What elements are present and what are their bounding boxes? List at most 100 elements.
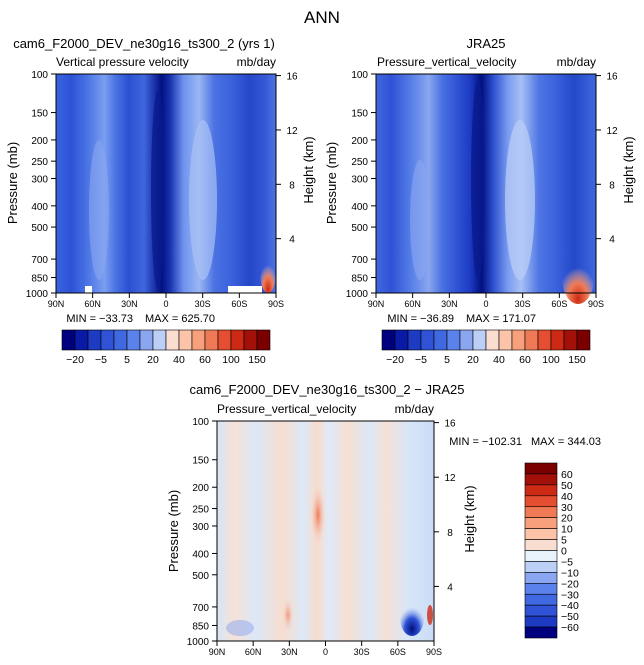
colorbar-label: 0 bbox=[561, 546, 567, 558]
panel-title: cam6_F2000_DEV_ne30g16_ts300_2 (yrs 1) bbox=[13, 36, 275, 51]
x-tick-label: 30S bbox=[195, 299, 211, 309]
colorbar-label: −30 bbox=[561, 589, 579, 601]
x-tick-label: 30S bbox=[354, 647, 370, 657]
min-stat: MIN = −36.89 bbox=[387, 313, 454, 325]
y-tick-label: 150 bbox=[192, 456, 209, 467]
colorbar-label: 150 bbox=[568, 354, 586, 366]
y-tick-label: 500 bbox=[351, 223, 368, 234]
panel-subtitle-left: Vertical pressure velocity bbox=[56, 55, 189, 69]
contour-field bbox=[376, 74, 596, 293]
colorbar-label: 20 bbox=[561, 513, 573, 525]
contour-cold-spot bbox=[400, 600, 424, 636]
contour-light-band bbox=[89, 140, 109, 280]
y2-tick-label: 16 bbox=[286, 72, 298, 83]
y-axis: 100 150 200 250 300 400 500 700 850 1000 bbox=[187, 417, 217, 648]
colorbar-label: −50 bbox=[561, 611, 579, 623]
colorbar-label: −20 bbox=[66, 354, 84, 366]
panel-subtitle-right: mb/day bbox=[395, 402, 434, 416]
panel-subtitle-right: mb/day bbox=[237, 55, 276, 69]
x-tick-label: 60S bbox=[551, 299, 567, 309]
colorbar-label: −40 bbox=[561, 600, 579, 612]
x-tick-label: 60S bbox=[390, 647, 406, 657]
colorbar-swatch bbox=[485, 329, 500, 351]
colorbar-swatch bbox=[459, 329, 474, 351]
colorbar-label: 5 bbox=[444, 354, 450, 366]
colorbar-label: 60 bbox=[199, 354, 211, 366]
x-tick-label: 90S bbox=[268, 299, 284, 309]
colorbar-swatch bbox=[152, 329, 167, 351]
y-tick-label: 100 bbox=[351, 70, 368, 81]
x-tick-label: 60N bbox=[404, 299, 421, 309]
reference-panel: JRA25 Pressure_vertical_velocity mb/day … bbox=[324, 36, 636, 366]
y-tick-label: 300 bbox=[31, 174, 48, 185]
x-tick-label: 60S bbox=[231, 299, 247, 309]
y-tick-label: 150 bbox=[31, 109, 48, 120]
x-tick-label: 60N bbox=[84, 299, 101, 309]
colorbar-label: 40 bbox=[173, 354, 185, 366]
y-tick-label: 400 bbox=[31, 202, 48, 213]
y-axis-label: Pressure (mb) bbox=[166, 490, 181, 572]
contour-core bbox=[151, 90, 165, 290]
y2-tick-label: 8 bbox=[289, 180, 295, 191]
x-tick-label: 60N bbox=[245, 647, 262, 657]
colorbar-swatch bbox=[87, 329, 102, 351]
colorbar-swatch bbox=[524, 615, 558, 628]
y-tick-label: 400 bbox=[351, 202, 368, 213]
x-tick-label: 0 bbox=[163, 299, 168, 309]
contour-cold-spot bbox=[226, 620, 254, 636]
x-axis: 90N 60N 30N 0 30S 60S 90S bbox=[368, 293, 604, 309]
y-tick-label: 100 bbox=[31, 70, 48, 81]
colorbar-swatch bbox=[420, 329, 435, 351]
y2-axis-label: Height (km) bbox=[621, 136, 636, 203]
y-tick-label: 850 bbox=[31, 274, 48, 285]
colorbar-label: 100 bbox=[542, 354, 560, 366]
plot-area bbox=[375, 73, 597, 304]
y-axis-label: Pressure (mb) bbox=[5, 142, 20, 224]
colorbar-swatch bbox=[524, 329, 539, 351]
x-tick-label: 90N bbox=[209, 647, 226, 657]
colorbar-swatch bbox=[524, 506, 558, 518]
plot-area bbox=[216, 420, 435, 642]
y-tick-label: 1000 bbox=[26, 289, 49, 300]
x-axis: 90N 60N 30N 0 30S 60S 90S bbox=[48, 293, 284, 309]
colorbar-swatch bbox=[524, 462, 558, 475]
y-tick-label: 300 bbox=[192, 522, 209, 533]
contour-warm-spot bbox=[282, 597, 294, 633]
contour-field bbox=[56, 74, 276, 293]
y2-tick-label: 12 bbox=[444, 473, 456, 484]
colorbar-label: 30 bbox=[561, 502, 573, 514]
contour-hot-spot bbox=[427, 605, 433, 625]
y-tick-label: 1000 bbox=[346, 289, 369, 300]
min-stat: MIN = −102.31 bbox=[449, 436, 522, 448]
colorbar-label: 150 bbox=[248, 354, 266, 366]
panel-subtitle-right: mb/day bbox=[557, 55, 596, 69]
colorbar-swatch bbox=[256, 329, 271, 351]
y-tick-label: 400 bbox=[192, 549, 209, 560]
colorbar-swatch bbox=[524, 550, 558, 562]
colorbar-swatch bbox=[524, 484, 558, 497]
y-tick-label: 850 bbox=[192, 621, 209, 632]
colorbar-swatch bbox=[217, 329, 232, 351]
y2-axis: 16 12 8 4 bbox=[276, 72, 298, 246]
colorbar-label: 40 bbox=[493, 354, 505, 366]
colorbar-swatch bbox=[433, 329, 448, 351]
colorbar-swatch bbox=[524, 604, 558, 617]
y-tick-label: 1000 bbox=[187, 637, 210, 648]
colorbar: −20 −5 5 20 40 60 100 150 bbox=[381, 329, 591, 366]
panel-subtitle-left: Pressure_vertical_velocity bbox=[217, 402, 356, 416]
colorbar-swatch bbox=[576, 329, 591, 351]
colorbar-label: 100 bbox=[222, 354, 240, 366]
x-tick-label: 90S bbox=[588, 299, 604, 309]
colorbar-swatch bbox=[100, 329, 115, 351]
colorbar-swatch bbox=[511, 329, 526, 351]
y-tick-label: 250 bbox=[192, 505, 209, 516]
max-stat: MAX = 344.03 bbox=[531, 436, 601, 448]
y-tick-label: 700 bbox=[351, 255, 368, 266]
colorbar-swatch bbox=[61, 329, 76, 351]
colorbar-swatch bbox=[550, 329, 565, 351]
missing-data bbox=[228, 286, 262, 293]
contour-field bbox=[217, 421, 434, 641]
difference-panel: cam6_F2000_DEV_ne30g16_ts300_2 − JRA25 P… bbox=[166, 382, 601, 657]
colorbar-swatch bbox=[472, 329, 487, 351]
